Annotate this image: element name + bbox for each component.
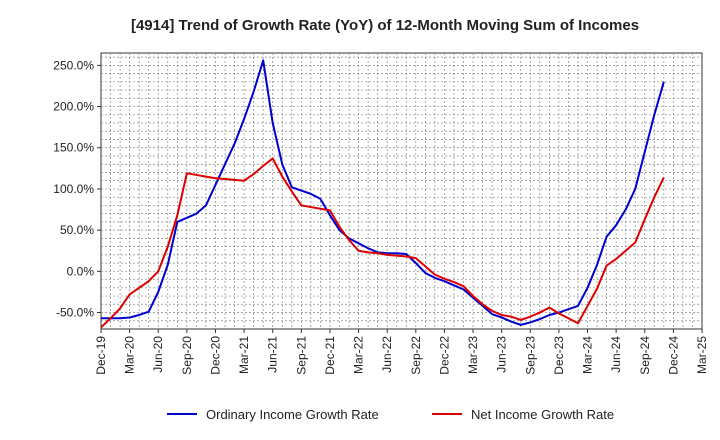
- x-tick-label: Dec-19: [94, 336, 108, 375]
- y-tick-label: 250.0%: [53, 58, 94, 72]
- y-axis-ticks: -50.0% 0.0% 50.0% 100.0% 150.0% 200.0% 250.0%: [53, 58, 101, 320]
- series-line-2: [100, 157, 665, 329]
- x-tick-label: Sep-20: [180, 336, 194, 375]
- plot-area: [100, 52, 703, 330]
- x-tick-label: Mar-22: [352, 336, 366, 374]
- y-tick-label: 0.0%: [67, 264, 95, 278]
- x-tick-label: Dec-23: [552, 336, 566, 375]
- x-tick-label: Dec-21: [323, 336, 337, 375]
- x-tick-label: Jun-21: [266, 336, 280, 373]
- y-tick-label: 200.0%: [53, 100, 94, 114]
- x-tick-label: Sep-23: [523, 336, 537, 375]
- x-tick-label: Dec-24: [666, 336, 680, 375]
- y-tick-label: 150.0%: [53, 141, 94, 155]
- chart-title: [4914] Trend of Growth Rate (YoY) of 12-…: [131, 17, 639, 34]
- x-tick-label: Jun-23: [495, 336, 509, 373]
- x-tick-label: Mar-21: [237, 336, 251, 374]
- x-tick-label: Mar-24: [581, 336, 595, 374]
- x-tick-label: Jun-24: [609, 336, 623, 373]
- x-tick-label: Dec-22: [437, 336, 451, 375]
- x-tick-label: Dec-20: [208, 336, 222, 375]
- x-tick-label: Jun-22: [380, 336, 394, 373]
- grid-lines: [101, 53, 702, 329]
- y-tick-label: -50.0%: [56, 306, 94, 320]
- x-tick-label: Mar-20: [123, 336, 137, 374]
- legend-label-2: Net Income Growth Rate: [471, 407, 614, 422]
- x-axis-ticks: Dec-19 Mar-20 Jun-20 Sep-20 Dec-20 Mar-21 Jun-…: [94, 329, 709, 375]
- x-tick-label: Jun-20: [151, 336, 165, 373]
- y-tick-label: 50.0%: [60, 223, 94, 237]
- series-line-1: [101, 59, 665, 326]
- x-tick-label: Sep-21: [294, 336, 308, 375]
- series-lines: [100, 59, 665, 329]
- x-tick-label: Sep-24: [638, 336, 652, 375]
- x-tick-label: Mar-25: [695, 336, 709, 374]
- y-tick-label: 100.0%: [53, 182, 94, 196]
- legend: Ordinary Income Growth Rate Net Income Gr…: [167, 407, 614, 422]
- legend-label-1: Ordinary Income Growth Rate: [206, 407, 379, 422]
- x-tick-label: Sep-22: [409, 336, 423, 375]
- x-tick-label: Mar-23: [466, 336, 480, 374]
